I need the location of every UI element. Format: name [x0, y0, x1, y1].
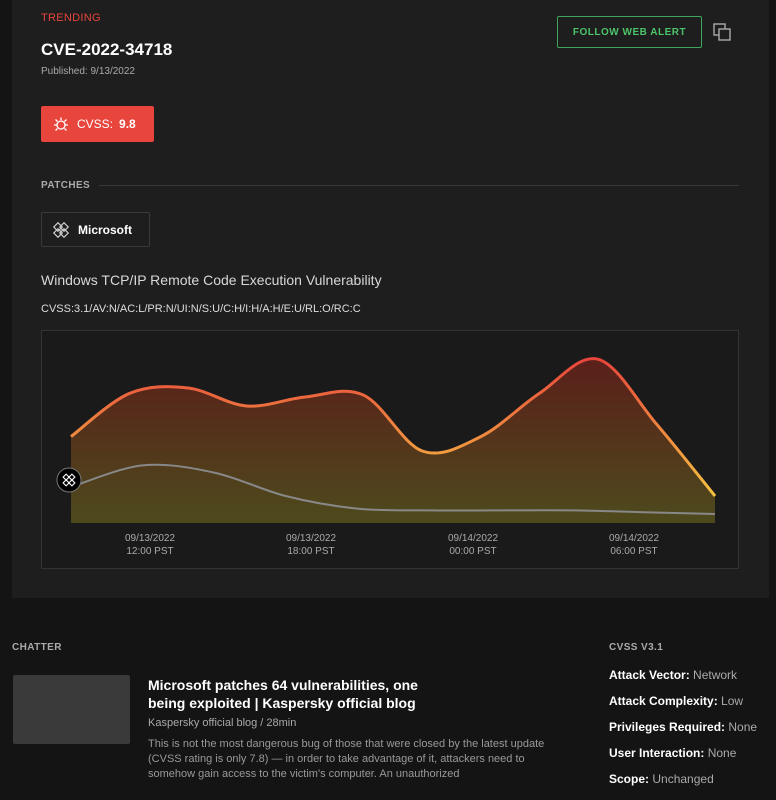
microsoft-logo-icon: [52, 221, 70, 238]
vendor-name: Microsoft: [78, 222, 132, 237]
metric-value: Network: [693, 668, 738, 682]
metric-key: Privileges Required:: [609, 720, 726, 734]
vulnerability-title: Windows TCP/IP Remote Code Execution Vul…: [41, 272, 382, 288]
x-tick-label: 06:00 PST: [610, 546, 657, 557]
x-tick-label: 09/13/2022: [125, 533, 175, 544]
metric-key: Scope:: [609, 772, 650, 786]
trending-label: TRENDING: [41, 12, 101, 24]
x-tick-label: 09/13/2022: [286, 533, 336, 544]
article-title-link[interactable]: Microsoft patches 64 vulnerabilities, on…: [148, 677, 418, 711]
metric-user-interaction: User Interaction: None: [609, 745, 757, 771]
cvss-label: CVSS:: [77, 117, 114, 131]
cvss-metrics-list: Attack Vector: Network Attack Complexity…: [609, 667, 757, 797]
vulnerability-card: TRENDING CVE-2022-34718 Published: 9/13/…: [12, 0, 769, 598]
article-snippet: This is not the most dangerous bug of th…: [148, 738, 545, 780]
follow-web-alert-button[interactable]: FOLLOW WEB ALERT: [557, 16, 702, 48]
article-source: Kaspersky official blog / 28min: [148, 717, 297, 729]
x-tick-label: 12:00 PST: [126, 546, 173, 557]
patch-marker-icon[interactable]: [56, 467, 82, 493]
x-tick-label: 00:00 PST: [449, 546, 496, 557]
metric-key: User Interaction:: [609, 746, 705, 760]
vendor-chip-microsoft[interactable]: Microsoft: [41, 212, 150, 247]
patches-label: PATCHES: [41, 180, 91, 191]
x-tick-label: 18:00 PST: [287, 546, 334, 557]
copy-icon[interactable]: [712, 22, 732, 42]
metric-key: Attack Complexity:: [609, 694, 718, 708]
chatter-label: CHATTER: [12, 642, 62, 653]
metric-value: Unchanged: [652, 772, 714, 786]
metric-value: Low: [721, 694, 744, 708]
cvss-score-badge: CVSS: 9.8: [41, 106, 154, 142]
x-tick-label: 09/14/2022: [609, 533, 659, 544]
activity-chart: 09/13/2022 12:00 PST 09/13/2022 18:00 PST 09…: [41, 330, 739, 569]
published-date: Published: 9/13/2022: [41, 66, 135, 77]
metric-attack-complexity: Attack Complexity: Low: [609, 693, 757, 719]
cvss-vector-string: CVSS:3.1/AV:N/AC:L/PR:N/UI:N/S:U/C:H/I:H…: [41, 303, 361, 315]
secondary-series-line: [70, 463, 716, 515]
primary-series-line: [70, 357, 717, 497]
patches-divider: [99, 185, 739, 186]
activity-chart-svg: 09/13/2022 12:00 PST 09/13/2022 18:00 PST 09…: [56, 357, 717, 557]
bug-icon: [54, 117, 68, 131]
metric-scope: Scope: Unchanged: [609, 771, 757, 797]
cvss-score: 9.8: [119, 117, 136, 131]
cve-title: CVE-2022-34718: [41, 40, 173, 59]
primary-series-area: [71, 358, 715, 523]
x-tick-label: 09/14/2022: [448, 533, 498, 544]
metric-value: None: [707, 746, 737, 760]
metric-attack-vector: Attack Vector: Network: [609, 667, 757, 693]
metric-value: None: [728, 720, 758, 734]
metric-privileges-required: Privileges Required: None: [609, 719, 757, 745]
article-thumbnail[interactable]: [13, 675, 130, 744]
metric-key: Attack Vector:: [609, 668, 690, 682]
cvss-v3-label: CVSS V3.1: [609, 642, 664, 653]
